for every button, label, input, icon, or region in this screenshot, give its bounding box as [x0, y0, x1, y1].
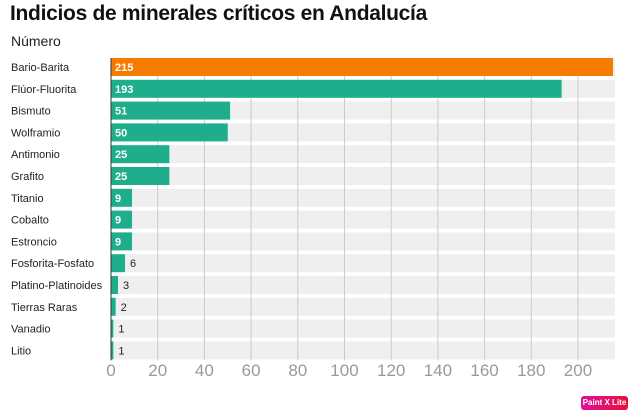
row-band	[111, 341, 615, 360]
category-label: Platino-Platinoides	[11, 280, 103, 292]
category-label: Cobalto	[11, 215, 49, 227]
row-band	[111, 232, 615, 251]
bar	[111, 188, 133, 207]
row-band	[111, 276, 615, 294]
data-label: 193	[115, 84, 133, 96]
data-label: 25	[115, 149, 127, 161]
category-label: Bismuto	[11, 106, 51, 118]
x-tick-label: 120	[377, 361, 405, 380]
chart-subtitle: Número	[11, 33, 61, 49]
x-tick-label: 80	[288, 361, 307, 380]
bar	[111, 101, 231, 120]
chart-title: Indicios de minerales críticos en Andalu…	[10, 2, 427, 25]
row-band	[111, 254, 615, 273]
x-tick-label: 140	[424, 361, 452, 380]
category-label: Flúor-Fluorita	[11, 84, 77, 96]
row-band	[111, 188, 615, 207]
data-label: 25	[115, 171, 127, 183]
bar	[111, 210, 133, 229]
bar	[111, 58, 613, 76]
row-band	[111, 123, 615, 142]
x-tick-label: 100	[330, 361, 358, 380]
bar	[111, 232, 133, 251]
x-tick-label: 180	[517, 361, 545, 380]
bar	[111, 167, 170, 185]
data-label: 3	[123, 280, 129, 292]
data-label: 215	[115, 62, 133, 74]
data-label: 2	[121, 302, 127, 314]
data-label: 9	[115, 193, 121, 205]
data-label: 9	[115, 215, 121, 227]
row-band	[111, 167, 615, 185]
x-tick-label: 200	[564, 361, 592, 380]
row-band	[111, 145, 615, 164]
category-label: Antimonio	[11, 149, 60, 161]
data-label: 6	[130, 258, 136, 270]
row-band	[111, 297, 615, 316]
watermark: Paint X Lite	[581, 396, 628, 410]
x-tick-label: 20	[148, 361, 167, 380]
bar	[111, 123, 228, 142]
row-band	[111, 101, 615, 120]
bar	[111, 341, 114, 360]
bar	[111, 276, 119, 294]
row-band	[111, 210, 615, 229]
category-label: Tierras Raras	[11, 302, 78, 314]
bar	[111, 145, 170, 164]
bar	[111, 297, 116, 316]
bar	[111, 254, 126, 273]
data-label: 1	[118, 324, 124, 336]
category-label: Estroncio	[11, 236, 57, 248]
row-band	[111, 319, 615, 338]
category-label: Bario-Barita	[11, 62, 70, 74]
data-label: 51	[115, 106, 127, 118]
x-tick-label: 0	[106, 361, 115, 380]
category-label: Wolframio	[11, 127, 60, 139]
bar	[111, 319, 114, 338]
bar	[111, 79, 562, 98]
data-label: 1	[118, 345, 124, 357]
data-label: 9	[115, 236, 121, 248]
x-tick-label: 40	[195, 361, 214, 380]
category-label: Titanio	[11, 193, 44, 205]
category-label: Litio	[11, 345, 31, 357]
x-tick-label: 160	[470, 361, 498, 380]
data-label: 50	[115, 127, 127, 139]
category-label: Fosforita-Fosfato	[11, 258, 94, 270]
category-label: Vanadio	[11, 324, 51, 336]
category-label: Grafito	[11, 171, 44, 183]
x-tick-label: 60	[242, 361, 261, 380]
